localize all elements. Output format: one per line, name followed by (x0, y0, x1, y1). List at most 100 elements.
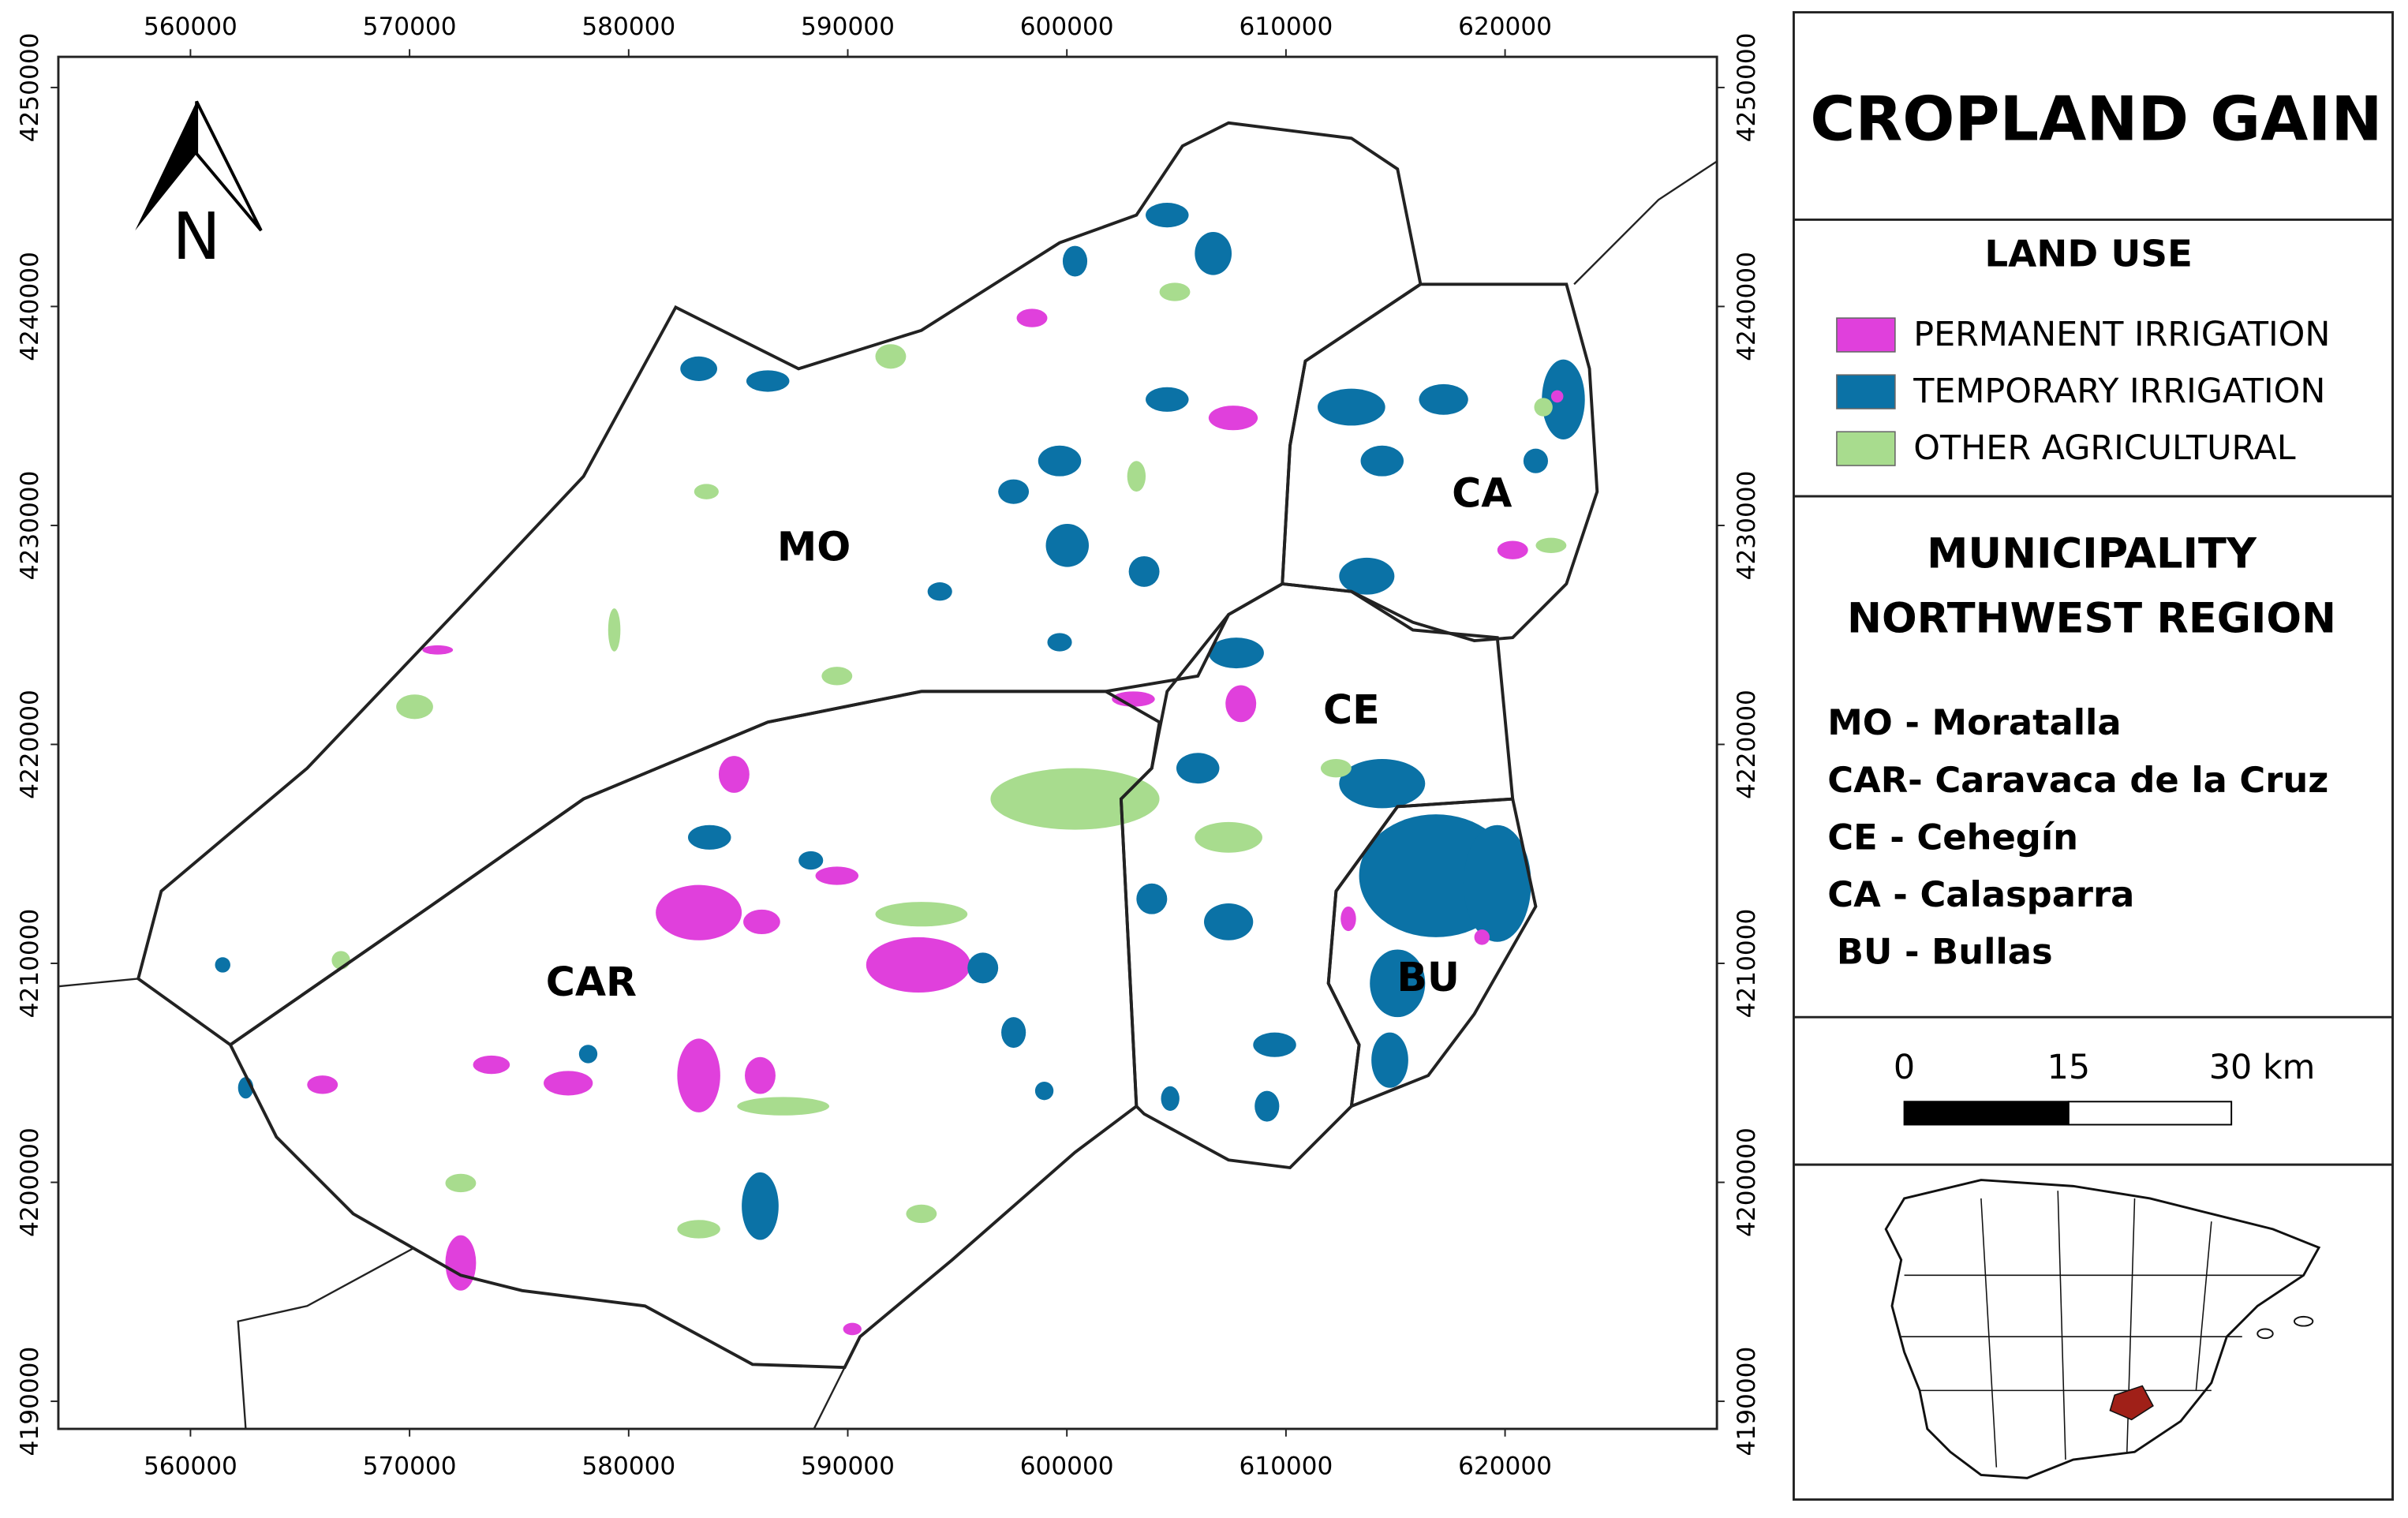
municipality-item: CA - Calasparra (1827, 873, 2134, 915)
land-use-patch (608, 608, 621, 652)
land-use-patch (1128, 555, 1160, 587)
land-use-patch (1474, 929, 1490, 945)
land-use-patch (544, 1071, 593, 1096)
land-use-patch (1542, 359, 1585, 439)
legend-swatch (1836, 431, 1896, 466)
y-tick-label: 4190000 (16, 1347, 44, 1456)
municipality-label: BU (1397, 954, 1460, 1000)
land-use-patch (1016, 308, 1048, 327)
land-use-patch (1208, 406, 1258, 431)
land-use-patch (906, 1204, 937, 1224)
calasparra-boundary (1281, 282, 1599, 643)
frame-ticks: 560000 560000 570000 570000 580000 580000 5900… (16, 13, 1761, 1481)
land-use-patch (1045, 524, 1090, 567)
land-use-patch (1371, 1032, 1408, 1088)
y-tick-label: 4250000 (16, 33, 44, 143)
y-tick-label: 4210000 (16, 909, 44, 1019)
scale-label: 15 (2047, 1048, 2090, 1087)
land-use-patch (1318, 388, 1385, 426)
land-use-patch (990, 768, 1160, 830)
x-tick-label: 580000 (581, 13, 675, 41)
caravaca-boundary (228, 690, 1161, 1370)
land-use-patch (215, 957, 230, 973)
municipality-label: CE (1323, 686, 1380, 733)
land-use-patch (1204, 903, 1254, 940)
region-highlight (2109, 1385, 2154, 1421)
legend-label: OTHER AGRICULTURAL (1913, 428, 2296, 468)
land-use-patch (1112, 691, 1155, 707)
land-use-patch (445, 1173, 477, 1193)
north-label: N (173, 200, 221, 275)
legend-label: PERMANENT IRRIGATION (1913, 315, 2330, 354)
land-use-patch (843, 1322, 862, 1336)
land-use-patch (1339, 557, 1395, 595)
x-tick-label: 570000 (363, 13, 457, 41)
land-use-patch (1034, 1081, 1054, 1101)
land-use-patch (1360, 445, 1404, 477)
scale-bar-white (2067, 1101, 2233, 1126)
y-tick-label: 4220000 (1733, 690, 1761, 799)
land-use-patch (1320, 759, 1352, 778)
island (2293, 1315, 2314, 1327)
land-use-patch (1195, 232, 1232, 275)
land-use-patch (1208, 637, 1264, 669)
land-use-patch (680, 356, 717, 381)
land-use-patch (927, 582, 952, 601)
land-use-patch (746, 370, 790, 392)
x-tick-label: 620000 (1458, 1453, 1552, 1481)
land-use-patch (1146, 387, 1189, 412)
land-use-patch (1225, 685, 1257, 723)
municipality-title: MUNICIPALITY (1927, 530, 2257, 578)
land-use-patch (821, 667, 853, 686)
land-use-patch (1136, 883, 1168, 914)
x-tick-label: 560000 (144, 13, 237, 41)
land-use-patch (798, 851, 824, 870)
legend: PERMANENT IRRIGATION TEMPORARY IRRIGATION… (1836, 315, 2330, 468)
municipality-label: CAR (546, 959, 637, 1005)
island (2257, 1328, 2274, 1340)
x-tick-label: 610000 (1239, 1453, 1333, 1481)
land-use-patch (1497, 540, 1528, 559)
y-tick-label: 4200000 (16, 1127, 44, 1237)
spain-outline (1884, 1179, 2321, 1479)
land-use-patch (1159, 282, 1191, 301)
land-use-patch (1047, 633, 1072, 652)
y-tick-label: 4190000 (1733, 1347, 1761, 1456)
land-use-patch (694, 484, 719, 499)
municipality-boundaries (136, 121, 1599, 1370)
legend-swatch (1836, 374, 1896, 409)
bullas-boundary (1326, 797, 1538, 1109)
land-use-patch (1127, 461, 1146, 492)
land-use-patch (422, 645, 454, 655)
land-use-patch (307, 1075, 338, 1094)
legend-swatch (1836, 317, 1896, 353)
land-use-patch (998, 479, 1030, 504)
municipality-item: CAR- Caravaca de la Cruz (1827, 759, 2328, 801)
land-use-patch (1195, 821, 1262, 853)
land-use-patch (737, 1097, 830, 1116)
x-tick-label: 560000 (144, 1453, 237, 1481)
land-use-patch (743, 909, 780, 934)
municipality-label: CA (1452, 469, 1512, 516)
land-use-patch (745, 1056, 776, 1094)
land-use-patch (1161, 1086, 1180, 1111)
land-use-patch (1550, 390, 1564, 403)
land-use-patch (967, 952, 999, 984)
land-use-patch (875, 344, 907, 369)
y-tick-label: 4210000 (1733, 909, 1761, 1019)
municipality-item: BU - Bullas (1837, 931, 2053, 973)
municipality-list: MO - Moratalla CAR- Caravaca de la Cruz CE… (1827, 701, 2328, 973)
map-frame (57, 55, 1718, 1430)
land-use-patch (396, 694, 433, 720)
y-tick-label: 4240000 (1733, 252, 1761, 361)
land-use-patch (445, 1235, 477, 1291)
land-use-patch (1463, 824, 1531, 942)
x-tick-label: 610000 (1239, 13, 1333, 41)
north-arrow-right (195, 100, 263, 232)
y-tick-label: 4230000 (1733, 471, 1761, 581)
y-tick-label: 4220000 (16, 690, 44, 799)
x-tick-label: 600000 (1020, 1453, 1114, 1481)
side-panel: CROPLAND GAIN LAND USE PERMANENT IRRIGAT… (1792, 11, 2394, 1501)
x-tick-label: 590000 (801, 13, 895, 41)
